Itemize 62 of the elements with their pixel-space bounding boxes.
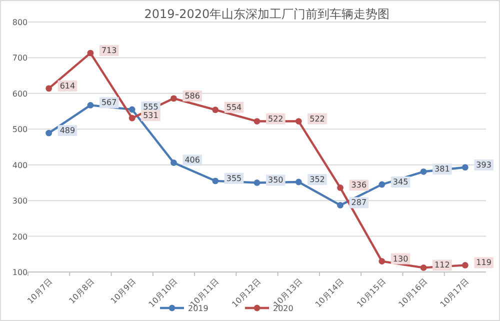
point [128,114,136,122]
chart-title: 2019-2020年山东深加工厂门前到车辆走势图 [144,7,390,21]
point [420,168,427,175]
data-label: 489 [60,126,76,136]
point [87,50,94,56]
point [170,160,177,166]
x-tick-label: 10月7日 [26,277,54,306]
x-tick-label: 10月17日 [438,277,471,310]
point [128,106,136,113]
data-label: 381 [434,164,450,174]
point [212,106,219,114]
data-label: 586 [184,91,200,100]
x-tick-label: 10月9日 [109,277,138,306]
data-label: 614 [60,81,76,90]
point [295,118,302,124]
x-tick-label: 10月8日 [67,277,96,306]
x-tick-label: 10月10日 [147,277,180,310]
point [295,178,302,186]
point [462,262,468,268]
x-tick-label: 10月16日 [396,277,429,310]
point [337,184,344,191]
data-label: 554 [226,102,242,112]
data-label: 352 [310,175,325,184]
data-label: 406 [184,156,200,165]
data-label: 130 [392,254,408,264]
x-tick-label: 10月12日 [230,277,262,310]
point [170,95,177,102]
y-tick-label: 200 [12,232,28,242]
data-label: 522 [310,114,325,124]
data-label: 713 [101,46,117,56]
data-label: 522 [268,114,284,124]
data-label: 531 [143,111,158,120]
y-tick-label: 100 [12,268,28,277]
point [378,181,386,188]
point [212,178,219,184]
data-label: 112 [434,260,450,270]
point [420,264,427,271]
data-label: 555 [143,102,158,112]
data-label: 567 [101,98,117,108]
y-tick-label: 500 [12,125,28,134]
data-label: 350 [268,176,284,185]
y-tick-label: 800 [12,18,28,27]
data-label: 355 [226,174,242,183]
point [254,118,260,124]
data-label: 393 [476,160,492,170]
y-tick-label: 300 [12,196,28,206]
data-label: 287 [351,198,367,208]
y-tick-label: 400 [12,160,28,170]
data-label: 119 [476,258,492,268]
point [462,164,468,171]
point [254,180,260,186]
x-tick-label: 10月14日 [314,277,346,310]
point [337,202,344,208]
data-label: 336 [351,180,367,190]
point [46,85,52,92]
x-tick-label: 10月15日 [355,277,388,310]
point [378,258,386,264]
point [46,130,52,136]
data-label: 345 [392,178,408,186]
point [87,102,94,108]
y-tick-label: 700 [12,54,28,63]
y-tick-label: 600 [12,89,28,98]
